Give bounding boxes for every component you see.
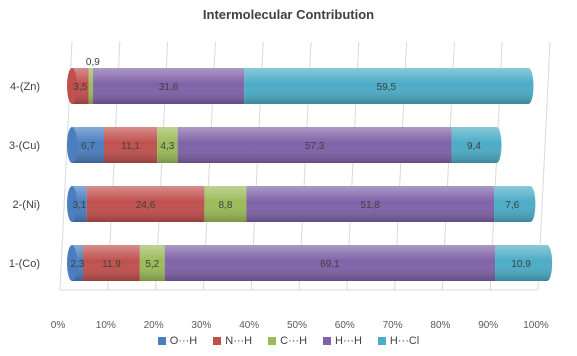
data-label: 5,2	[145, 259, 159, 270]
data-label: 10,9	[511, 259, 531, 270]
data-label: 3,5	[73, 82, 87, 93]
bar-segment-shade	[86, 186, 205, 222]
legend-swatch	[157, 337, 166, 345]
category-label: 3-(Cu)	[9, 140, 40, 152]
legend-item: C···H	[268, 335, 307, 347]
data-label: 57,3	[305, 141, 325, 152]
x-tick-label: 40%	[239, 320, 259, 331]
data-label: 31,6	[159, 82, 179, 93]
chart-legend: O···H N···H C···H H···H H···Cl	[0, 335, 577, 347]
legend-label: N···H	[225, 335, 253, 347]
legend-swatch	[323, 337, 332, 345]
bar-segment-shade	[72, 245, 83, 281]
category-label: 4-(Zn)	[10, 81, 40, 93]
x-tick-label: 0%	[51, 320, 66, 331]
data-label: 11,9	[102, 259, 121, 270]
x-tick-label: 90%	[478, 320, 498, 331]
data-label: 2,3	[71, 259, 85, 270]
x-tick-label: 20%	[144, 320, 164, 331]
x-tick-label: 30%	[191, 320, 211, 331]
bar-segment-shade	[495, 245, 548, 281]
legend-swatch	[268, 337, 277, 345]
bar-cap-right-shade	[523, 68, 534, 104]
bar-segment-shade	[72, 127, 105, 163]
legend-swatch	[377, 337, 386, 345]
x-tick-label: 10%	[96, 320, 116, 331]
data-label: 11,1	[121, 141, 140, 152]
data-label: 8,8	[218, 200, 232, 211]
data-label: 9,4	[467, 141, 481, 152]
data-label: 6,7	[81, 141, 95, 152]
legend-item: N···H	[213, 335, 252, 347]
bar-segment-shade	[246, 186, 495, 222]
bar-segment-shade	[104, 127, 158, 163]
data-label: 51,8	[361, 200, 381, 211]
data-label: 0,9	[86, 57, 100, 68]
legend-item: H···H	[323, 335, 362, 347]
bar-cap-right-shade	[491, 127, 502, 163]
x-tick-label: 70%	[383, 320, 403, 331]
bar-cap-right-shade	[542, 245, 553, 281]
x-tick-label: 60%	[335, 320, 355, 331]
bar-segment-shade	[157, 127, 178, 163]
x-tick-label: 50%	[287, 320, 307, 331]
legend-label: O···H	[169, 335, 198, 347]
legend-item: H···Cl	[377, 335, 420, 347]
bar-cap-left	[67, 127, 77, 163]
bar-cap-left	[67, 68, 77, 104]
bar-segment-shade	[164, 245, 496, 281]
bar-cap-left	[67, 245, 77, 281]
bar-segment-shade	[93, 68, 245, 104]
bar-cap-left	[67, 186, 77, 222]
data-label: 24,6	[136, 200, 156, 211]
bar-segment-shade	[88, 68, 94, 104]
legend-swatch	[213, 337, 222, 345]
bar-segment-shade	[494, 186, 531, 222]
bar-segment-shade	[244, 68, 529, 104]
bar-segment-shade	[204, 186, 247, 222]
bar-cap-right-shade	[525, 186, 536, 222]
category-label: 2-(Ni)	[13, 199, 41, 211]
legend-item: O···H	[157, 335, 198, 347]
legend-label: H···Cl	[389, 335, 420, 347]
data-label: 4,3	[160, 141, 174, 152]
chart-title: Intermolecular Contribution	[202, 7, 375, 22]
bar-segment-shade	[139, 245, 165, 281]
bar-segment-shade	[177, 127, 452, 163]
bar-segment-shade	[451, 127, 497, 163]
bar-segment-shade	[82, 245, 140, 281]
x-tick-label: 80%	[430, 320, 450, 331]
data-label: 7,6	[505, 200, 519, 211]
data-label: 3,1	[72, 200, 86, 211]
legend-label: C···H	[280, 335, 308, 347]
legend-label: H···H	[335, 335, 362, 347]
category-label: 1-(Co)	[9, 258, 40, 270]
x-tick-label: 100%	[523, 320, 549, 331]
data-label: 59,5	[377, 82, 397, 93]
data-label: 69,1	[320, 259, 340, 270]
